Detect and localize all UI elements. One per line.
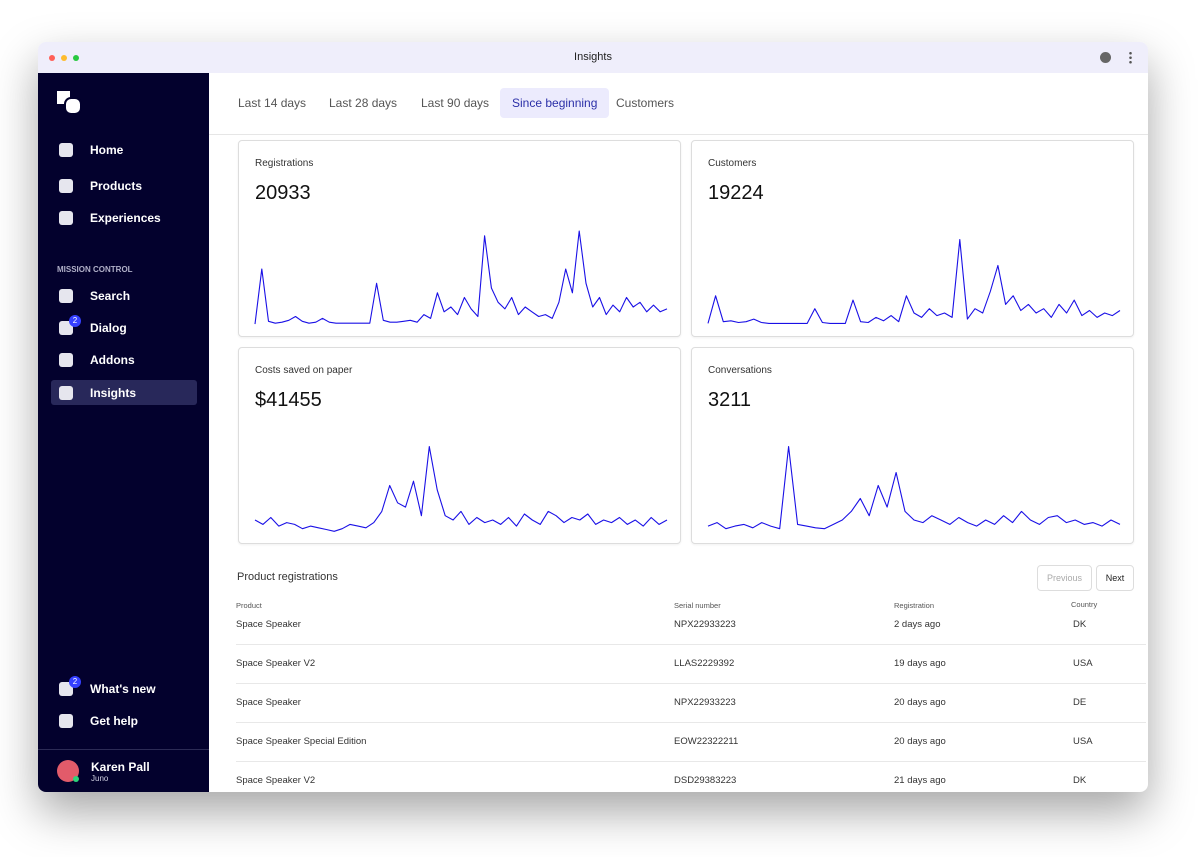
table-cell: 20 days ago	[894, 736, 946, 747]
nav-icon	[59, 714, 73, 728]
nav-icon	[59, 211, 73, 225]
tab[interactable]: Customers	[616, 96, 675, 110]
table-cell: Space Speaker V2	[236, 658, 316, 669]
column-header: Registration	[894, 601, 935, 610]
status-dot	[73, 776, 79, 782]
badge: 2	[69, 315, 81, 327]
nav-item[interactable]: Get help	[90, 714, 139, 728]
table-cell: Space Speaker	[236, 619, 301, 630]
table-cell: Space Speaker	[236, 697, 301, 708]
row-divider	[236, 644, 1146, 645]
stat-card: Costs saved on paper $41455	[238, 347, 681, 544]
nav-icon	[59, 289, 73, 303]
sparkline	[254, 446, 668, 532]
card-value: 19224	[708, 182, 764, 204]
user-org: Juno	[91, 774, 109, 783]
minimize-button[interactable]	[61, 55, 67, 61]
table-cell: USA	[1073, 658, 1093, 669]
sparkline-path	[254, 446, 668, 532]
sparkline-path	[707, 446, 1121, 530]
table-cell: Space Speaker V2	[236, 775, 316, 786]
table-cell: Space Speaker Special Edition	[236, 736, 367, 747]
nav-item[interactable]: What's new	[90, 682, 156, 696]
sparkline-path	[707, 239, 1121, 324]
sparkline	[707, 239, 1121, 324]
nav-item[interactable]: Home	[90, 143, 124, 157]
badge: 2	[69, 676, 81, 688]
tab[interactable]: Last 90 days	[421, 96, 490, 110]
card-label: Conversations	[708, 365, 772, 376]
nav-item[interactable]: Insights	[90, 386, 137, 400]
table-cell: DK	[1073, 619, 1087, 630]
user-name: Karen Pall	[91, 760, 150, 774]
nav-icon	[59, 353, 73, 367]
column-header: Product	[236, 601, 262, 610]
stat-card: Conversations 3211	[691, 347, 1134, 544]
title-bar: Insights	[38, 42, 1148, 73]
row-divider	[236, 683, 1146, 684]
sparkline	[707, 446, 1121, 530]
stat-card: Customers 19224	[691, 140, 1134, 337]
table-cell: DK	[1073, 775, 1087, 786]
nav-item[interactable]: Products	[90, 179, 143, 193]
nav-item[interactable]: Dialog	[90, 321, 127, 335]
logo-circle	[64, 97, 82, 115]
zoom-button[interactable]	[73, 55, 79, 61]
table-cell: DE	[1073, 697, 1087, 708]
table-cell: USA	[1073, 736, 1093, 747]
close-button[interactable]	[49, 55, 55, 61]
tab[interactable]: Last 28 days	[329, 96, 398, 110]
sparkline-path	[254, 230, 668, 325]
table-cell: NPX22933223	[674, 697, 736, 708]
card-value: 3211	[708, 389, 752, 411]
nav-icon	[59, 179, 73, 193]
sparkline	[254, 230, 668, 325]
window-title: Insights	[574, 51, 612, 63]
table-cell: EOW22322211	[674, 736, 739, 747]
row-divider	[236, 761, 1146, 762]
card-value: 20933	[255, 182, 311, 204]
menu-icon[interactable]	[1129, 51, 1132, 64]
table-cell: 19 days ago	[894, 658, 946, 669]
table-cell: NPX22933223	[674, 619, 736, 630]
tab[interactable]: Last 14 days	[238, 96, 307, 110]
nav-item[interactable]: Search	[90, 289, 131, 303]
table-cell: LLAS2229392	[674, 658, 735, 669]
extension-icon[interactable]	[1100, 52, 1111, 63]
table-title: Product registrations	[237, 571, 338, 583]
nav-icon	[59, 143, 73, 157]
table-cell: 2 days ago	[894, 619, 941, 630]
row-divider	[236, 722, 1146, 723]
sidebar: Home Products Experiences MISSION CONTROL Se…	[38, 73, 209, 792]
card-value: $41455	[255, 389, 322, 411]
column-header: Serial number	[674, 601, 721, 610]
nav-item[interactable]: Addons	[90, 353, 135, 367]
next-button[interactable]: Next	[1096, 565, 1134, 591]
active-highlight	[51, 380, 197, 405]
card-label: Registrations	[255, 158, 314, 169]
column-header: Country	[1071, 600, 1098, 609]
app-window: Insights Home Products Experiences MISSION …	[38, 42, 1148, 792]
nav-icon	[59, 386, 73, 400]
section-label: MISSION CONTROL	[57, 265, 133, 274]
table-cell: DSD29383223	[674, 775, 737, 786]
table-cell: 21 days ago	[894, 775, 946, 786]
tab[interactable]: Since beginning	[500, 88, 610, 118]
tab-divider	[209, 134, 1148, 135]
user-divider	[38, 749, 209, 750]
stat-card: Registrations 20933	[238, 140, 681, 337]
previous-button[interactable]: Previous	[1037, 565, 1092, 591]
table-cell: 20 days ago	[894, 697, 946, 708]
card-label: Customers	[708, 158, 757, 169]
card-label: Costs saved on paper	[255, 365, 353, 376]
nav-item[interactable]: Experiences	[90, 211, 161, 225]
